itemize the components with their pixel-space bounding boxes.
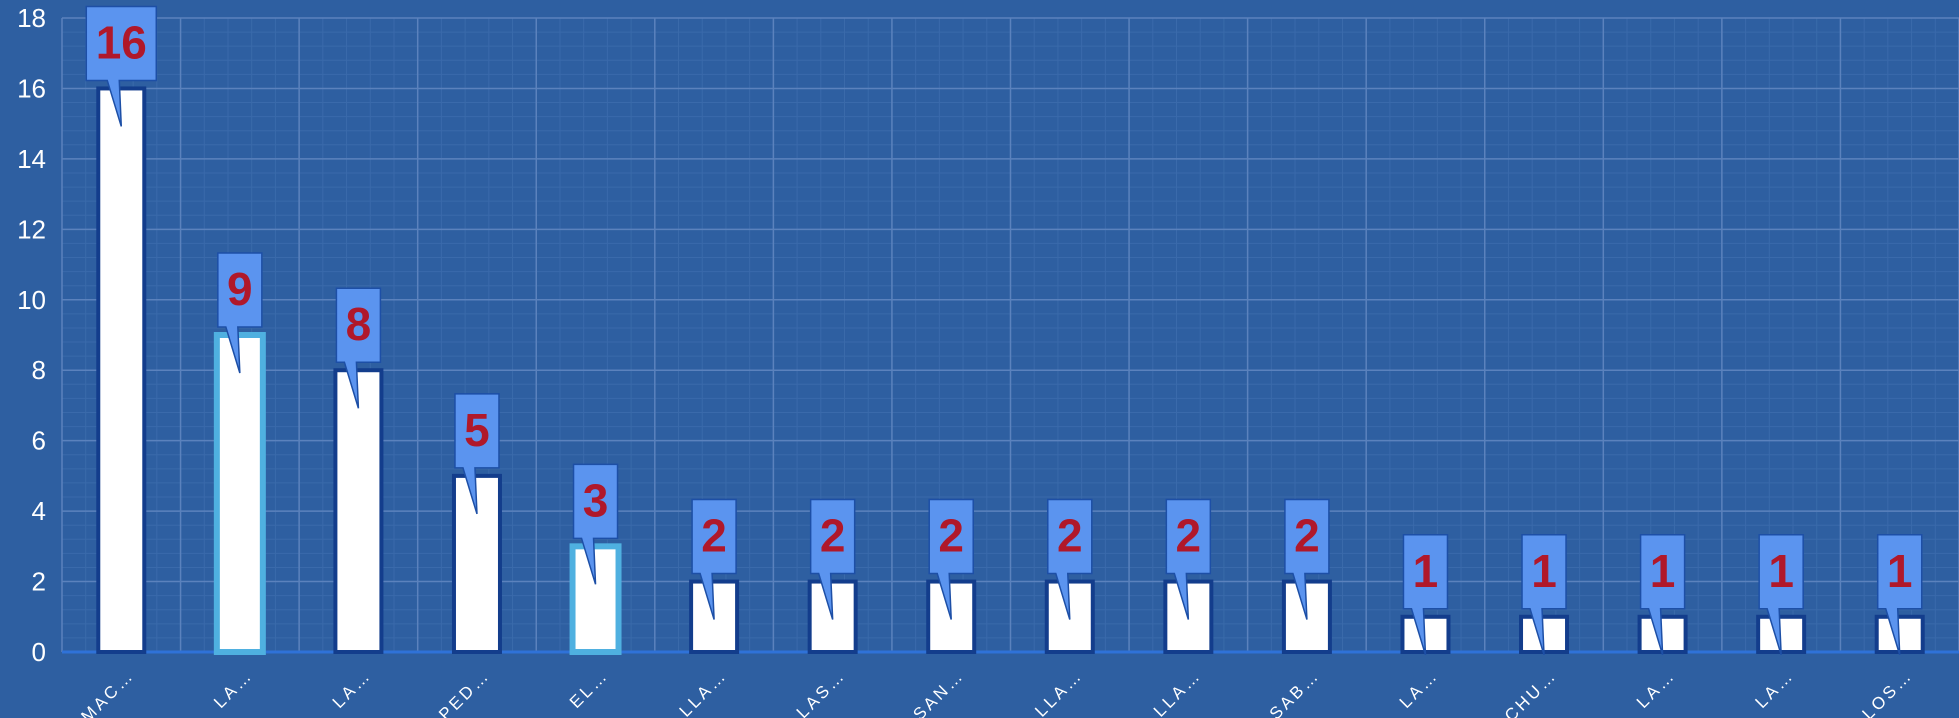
data-label-callout	[335, 287, 382, 409]
x-tick-label: LLA…	[676, 665, 731, 718]
data-label: 2	[1057, 510, 1083, 562]
data-label-callout	[1165, 498, 1212, 620]
bars	[96, 86, 1925, 655]
data-label: 1	[1413, 545, 1439, 597]
y-tick-label: 18	[17, 3, 46, 33]
data-label: 2	[820, 510, 846, 562]
y-tick-label: 14	[17, 144, 46, 174]
bar	[213, 332, 266, 655]
x-tick-label: LA…	[329, 665, 376, 712]
data-label: 1	[1768, 545, 1794, 597]
x-tick-label: LLA…	[1150, 665, 1205, 718]
y-tick-label: 4	[32, 496, 46, 526]
y-tick-label: 16	[17, 73, 46, 103]
data-label-callout	[691, 498, 737, 620]
y-tick-label: 6	[32, 426, 46, 456]
bar	[926, 579, 977, 654]
data-label: 2	[1294, 510, 1320, 562]
x-tick-label: MAC…	[77, 665, 138, 718]
data-label-callout	[1284, 498, 1330, 620]
x-tick-label: LLA…	[1031, 665, 1086, 718]
x-tick-label: LOS…	[1859, 665, 1917, 718]
data-label-callout	[217, 252, 263, 374]
data-label-callout	[572, 463, 619, 585]
data-label-callout	[1639, 534, 1686, 655]
x-tick-label: LA…	[210, 665, 257, 712]
y-tick-label: 8	[32, 355, 46, 385]
bar	[569, 543, 622, 655]
x-tick-label: LA…	[1751, 665, 1798, 712]
data-label-callout	[1047, 498, 1093, 620]
x-tick-label: SAN…	[909, 665, 968, 718]
data-label: 8	[346, 298, 372, 350]
data-label: 2	[1176, 510, 1202, 562]
x-axis: MAC… LA… LA… PED… EL… LLA… LAS… SAN… LLA… LLA… SAB…	[77, 665, 1916, 718]
data-label-callout	[1402, 534, 1449, 655]
y-axis: 0 2 4 6 8 10 12 14 16 18	[17, 3, 46, 667]
data-label: 5	[464, 404, 490, 456]
x-tick-label: PED…	[435, 665, 494, 718]
y-tick-label: 12	[17, 214, 46, 244]
data-label-callout	[1521, 534, 1567, 655]
data-label: 1	[1887, 545, 1913, 597]
x-tick-label: CHU…	[1501, 665, 1561, 718]
data-label: 2	[701, 510, 727, 562]
data-labels: 16 9 8 5 3 2 2 2 2 2 2 1 1 1 1 1	[85, 5, 1923, 655]
bar	[1281, 579, 1332, 654]
x-tick-label: LA…	[1633, 665, 1680, 712]
data-label: 1	[1531, 545, 1557, 597]
x-tick-label: EL…	[566, 665, 613, 712]
data-label: 2	[938, 510, 964, 562]
data-label: 16	[96, 16, 147, 68]
data-label: 9	[227, 263, 253, 315]
data-label: 3	[583, 474, 609, 526]
x-tick-label: LA…	[1396, 665, 1443, 712]
y-tick-label: 2	[32, 567, 46, 597]
data-label-callout	[454, 393, 500, 515]
x-tick-label: LAS…	[793, 665, 850, 718]
data-label-callout	[1758, 534, 1804, 655]
data-label: 1	[1650, 545, 1676, 597]
bar	[96, 86, 147, 654]
y-tick-label: 10	[17, 285, 46, 315]
data-label-callout	[85, 5, 158, 127]
data-label-callout	[809, 498, 856, 620]
data-label-callout	[1876, 534, 1923, 655]
data-label-callout	[928, 498, 974, 620]
x-tick-label: SAB…	[1266, 665, 1324, 718]
bar	[333, 368, 384, 654]
y-tick-label: 0	[32, 637, 46, 667]
